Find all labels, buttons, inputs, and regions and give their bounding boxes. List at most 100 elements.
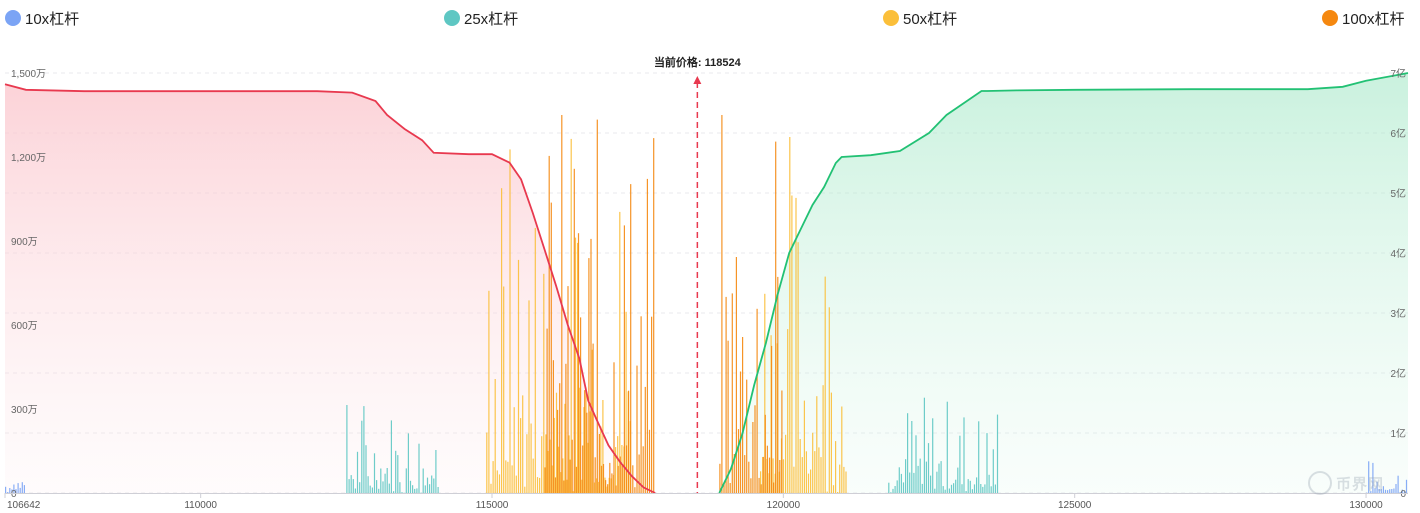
- liquidation-bar: [418, 443, 420, 493]
- liquidation-bar: [923, 397, 925, 493]
- liquidation-bar: [818, 447, 820, 493]
- liquidation-bar: [559, 383, 561, 493]
- liquidation-bar: [764, 293, 766, 493]
- liquidation-bar: [546, 328, 548, 493]
- liquidation-bar: [1391, 489, 1393, 493]
- legend-dot-10x: [5, 10, 21, 26]
- x-tick-label: 130000: [1349, 500, 1383, 511]
- liquidation-bar: [426, 477, 429, 493]
- liquidation-bar: [1405, 479, 1408, 493]
- liquidation-bar: [768, 457, 771, 493]
- liquidation-bar: [628, 390, 630, 493]
- liquidation-bar: [957, 467, 959, 493]
- liquidation-bar: [982, 486, 984, 493]
- liquidation-bar: [492, 461, 494, 493]
- liquidation-bar: [729, 483, 731, 493]
- liquidation-bar: [984, 484, 986, 493]
- liquidation-bar: [963, 417, 965, 493]
- liquidation-bar: [775, 141, 777, 493]
- liquidation-bar: [942, 486, 944, 493]
- liquidation-bar: [1372, 462, 1374, 493]
- liquidation-bars: [5, 115, 1408, 494]
- liquidation-bar: [539, 477, 541, 493]
- liquidation-bar: [552, 360, 554, 493]
- liquidation-bar: [414, 488, 416, 493]
- liquidation-bar: [346, 405, 348, 493]
- legend-item-50x[interactable]: 50x杠杆: [883, 8, 957, 28]
- liquidation-bar: [589, 411, 591, 493]
- liquidation-bar: [803, 400, 805, 493]
- liquidation-bar: [760, 471, 762, 493]
- liquidation-bar: [944, 489, 946, 493]
- liquidation-bar: [925, 461, 927, 493]
- liquidation-bar: [773, 482, 775, 493]
- legend-item-100x[interactable]: 100x杠杆: [1322, 8, 1405, 28]
- liquidation-bar: [382, 481, 384, 493]
- liquidation-bar: [536, 477, 539, 493]
- legend-label-25x: 25x杠杆: [464, 10, 519, 28]
- liquidation-bar: [1393, 488, 1395, 493]
- liquidation-bar: [615, 447, 617, 493]
- liquidation-bar: [596, 119, 598, 493]
- liquidation-bar: [15, 489, 17, 493]
- liquidation-bar: [739, 371, 742, 493]
- liquidation-bar: [501, 188, 503, 493]
- liquidation-bar: [557, 409, 559, 493]
- liquidation-bar: [731, 293, 733, 493]
- liquidation-bar: [591, 349, 593, 493]
- liquidation-bar: [558, 446, 560, 493]
- liquidation-bar: [797, 242, 799, 493]
- legend-dot-50x: [883, 10, 899, 26]
- liquidation-bar: [1376, 481, 1378, 493]
- y-right-tick-label: 2亿: [1390, 367, 1406, 380]
- long-cumulative-area: [5, 84, 656, 493]
- liquidation-bar: [405, 468, 407, 493]
- liquidation-bar: [607, 484, 609, 493]
- liquidation-bar: [764, 414, 766, 493]
- liquidation-bar: [407, 433, 409, 493]
- liquidation-bar: [569, 459, 571, 493]
- liquidation-bar: [522, 395, 524, 493]
- liquidation-bar: [758, 477, 760, 493]
- liquidation-bar: [617, 465, 619, 493]
- liquidation-bar: [596, 478, 598, 493]
- liquidation-bar: [568, 435, 570, 493]
- legend-item-25x[interactable]: 25x杠杆: [444, 8, 518, 28]
- liquidation-bar: [820, 457, 822, 493]
- liquidation-bar: [354, 488, 356, 493]
- liquidation-bar: [600, 465, 603, 493]
- liquidation-bar: [498, 474, 501, 493]
- liquidation-bar: [515, 475, 517, 493]
- y-right-tick-label: 1亿: [1390, 427, 1406, 440]
- liquidation-bar: [369, 485, 371, 493]
- liquidation-bar: [361, 420, 363, 493]
- liquidation-bar: [653, 138, 655, 493]
- liquidation-bar: [771, 345, 773, 493]
- y-left-tick-label: 900万: [11, 237, 38, 248]
- liquidation-bar: [560, 472, 562, 493]
- liquidation-bar: [528, 300, 530, 493]
- legend-item-10x[interactable]: 10x杠杆: [5, 8, 79, 28]
- y-left-tick-label: 600万: [11, 321, 38, 332]
- liquidation-bar: [579, 387, 581, 493]
- liquidation-bar: [787, 329, 789, 493]
- liquidation-bar: [990, 486, 992, 493]
- liquidation-bar: [513, 407, 515, 493]
- liquidation-bar: [550, 202, 552, 493]
- liquidation-bar: [553, 417, 555, 493]
- liquidation-bar: [376, 480, 378, 493]
- liquidation-bar: [762, 456, 764, 493]
- liquidation-bar: [915, 435, 917, 493]
- liquidation-bar: [580, 317, 582, 493]
- liquidation-bar: [777, 276, 779, 493]
- liquidation-bar: [509, 149, 511, 493]
- liquidation-bar: [791, 195, 793, 493]
- liquidation-bar: [921, 483, 923, 493]
- liquidation-bar: [17, 483, 19, 493]
- liquidation-bar: [927, 443, 930, 493]
- liquidation-bar: [814, 451, 816, 493]
- liquidation-bar: [950, 484, 953, 493]
- liquidation-bar: [5, 486, 7, 493]
- liquidation-bar: [592, 343, 594, 493]
